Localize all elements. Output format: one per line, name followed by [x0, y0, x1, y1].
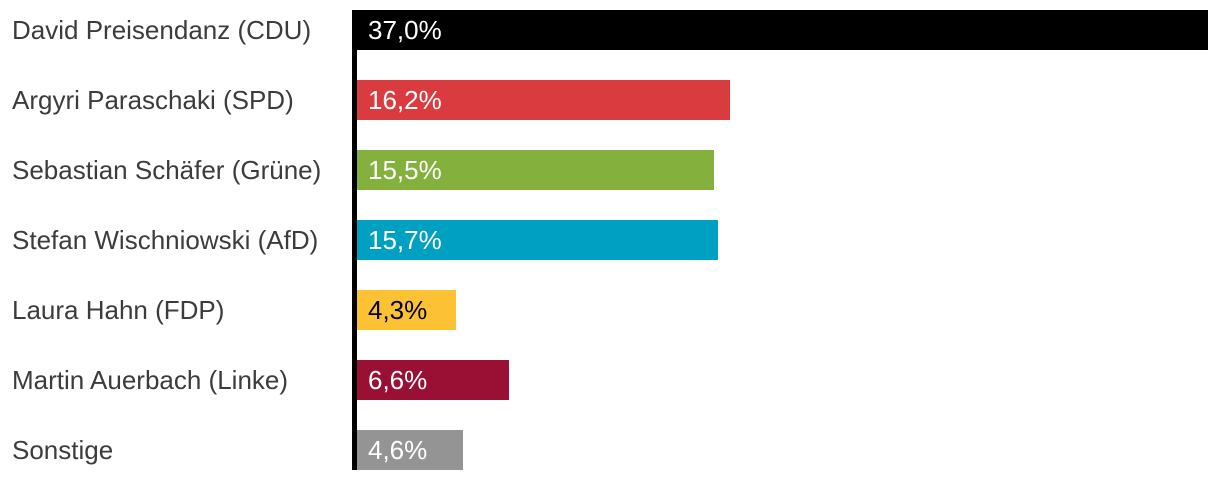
bar-row: David Preisendanz (CDU) 37,0% [0, 10, 1220, 50]
bar-row: Argyri Paraschaki (SPD) 16,2% [0, 80, 1220, 120]
bar-area: 4,6% [357, 430, 1208, 470]
bar: 6,6% [357, 360, 509, 400]
category-label: Sebastian Schäfer (Grüne) [12, 155, 322, 185]
bar: 4,3% [357, 290, 456, 330]
bar-row: Martin Auerbach (Linke) 6,6% [0, 360, 1220, 400]
bar-area: 16,2% [357, 80, 1208, 120]
bar-row: Laura Hahn (FDP) 4,3% [0, 290, 1220, 330]
bar-area: 15,5% [357, 150, 1208, 190]
category-label: Argyri Paraschaki (SPD) [12, 85, 294, 115]
bar-value-label: 4,6% [368, 434, 428, 465]
category-label: Sonstige [12, 435, 114, 465]
bar-value-label: 15,7% [368, 224, 442, 255]
bar: 37,0% [357, 10, 1208, 50]
bar-area: 15,7% [357, 220, 1208, 260]
bar-value-label: 37,0% [368, 14, 442, 45]
bar-row: Sonstige 4,6% [0, 430, 1220, 470]
category-label: Martin Auerbach (Linke) [12, 365, 289, 395]
category-label: Laura Hahn (FDP) [12, 295, 225, 325]
bar: 15,5% [357, 150, 714, 190]
bar-area: 4,3% [357, 290, 1208, 330]
bar-area: 6,6% [357, 360, 1208, 400]
bar-value-label: 16,2% [368, 84, 442, 115]
bar: 15,7% [357, 220, 719, 260]
bar-value-label: 6,6% [368, 364, 428, 395]
bar: 4,6% [357, 430, 463, 470]
category-label: David Preisendanz (CDU) [12, 15, 312, 45]
bar-value-label: 15,5% [368, 154, 442, 185]
bar-rows: David Preisendanz (CDU) 37,0% Argyri Paras… [0, 10, 1220, 470]
category-label: Stefan Wischniowski (AfD) [12, 225, 319, 255]
bar-value-label: 4,3% [368, 294, 428, 325]
bar-area: 37,0% [357, 10, 1208, 50]
bar-row: Sebastian Schäfer (Grüne) 15,5% [0, 150, 1220, 190]
y-axis-line [352, 10, 357, 470]
bar: 16,2% [357, 80, 730, 120]
bar-row: Stefan Wischniowski (AfD) 15,7% [0, 220, 1220, 260]
